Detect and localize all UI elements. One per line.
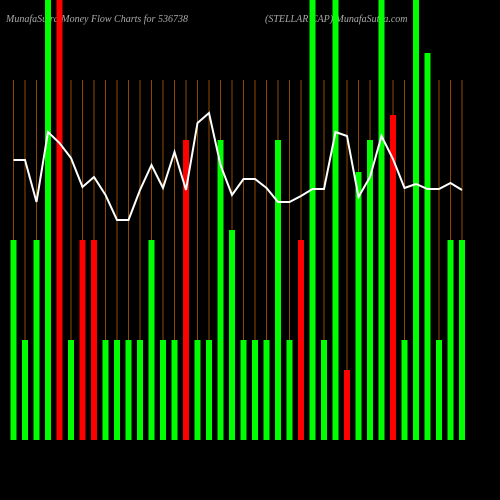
bar xyxy=(378,0,385,440)
bar xyxy=(22,340,28,440)
bar xyxy=(10,240,17,440)
bar xyxy=(286,340,293,440)
chart-title: MunafaSutra Money Flow Charts for 536738 xyxy=(5,14,188,25)
bar xyxy=(240,340,247,440)
bar xyxy=(160,340,166,440)
bar xyxy=(114,340,120,440)
bar xyxy=(298,240,304,440)
bar xyxy=(102,340,109,440)
bar xyxy=(447,240,454,440)
bar xyxy=(459,240,465,440)
bar xyxy=(332,0,339,440)
bar xyxy=(321,340,327,440)
bar xyxy=(355,172,362,440)
bar xyxy=(344,370,350,440)
bar xyxy=(206,340,212,440)
bar xyxy=(436,340,442,440)
bar xyxy=(275,140,281,440)
bar xyxy=(252,340,258,440)
bar xyxy=(137,340,143,440)
bar xyxy=(56,0,63,440)
bar xyxy=(45,0,51,440)
bar xyxy=(79,240,86,440)
bar xyxy=(263,340,270,440)
bar xyxy=(217,140,224,440)
bar xyxy=(68,340,74,440)
money-flow-line xyxy=(13,111,463,221)
bar xyxy=(125,340,132,440)
bar xyxy=(390,115,396,440)
bar xyxy=(148,240,155,440)
bar xyxy=(171,340,178,440)
bar xyxy=(229,230,235,440)
bar xyxy=(401,340,408,440)
bar xyxy=(367,140,373,440)
bar xyxy=(309,0,316,440)
bar xyxy=(413,0,419,440)
bar xyxy=(194,340,201,440)
bar xyxy=(91,240,97,440)
bar xyxy=(424,53,431,440)
bar xyxy=(33,240,40,440)
bar xyxy=(183,140,189,440)
